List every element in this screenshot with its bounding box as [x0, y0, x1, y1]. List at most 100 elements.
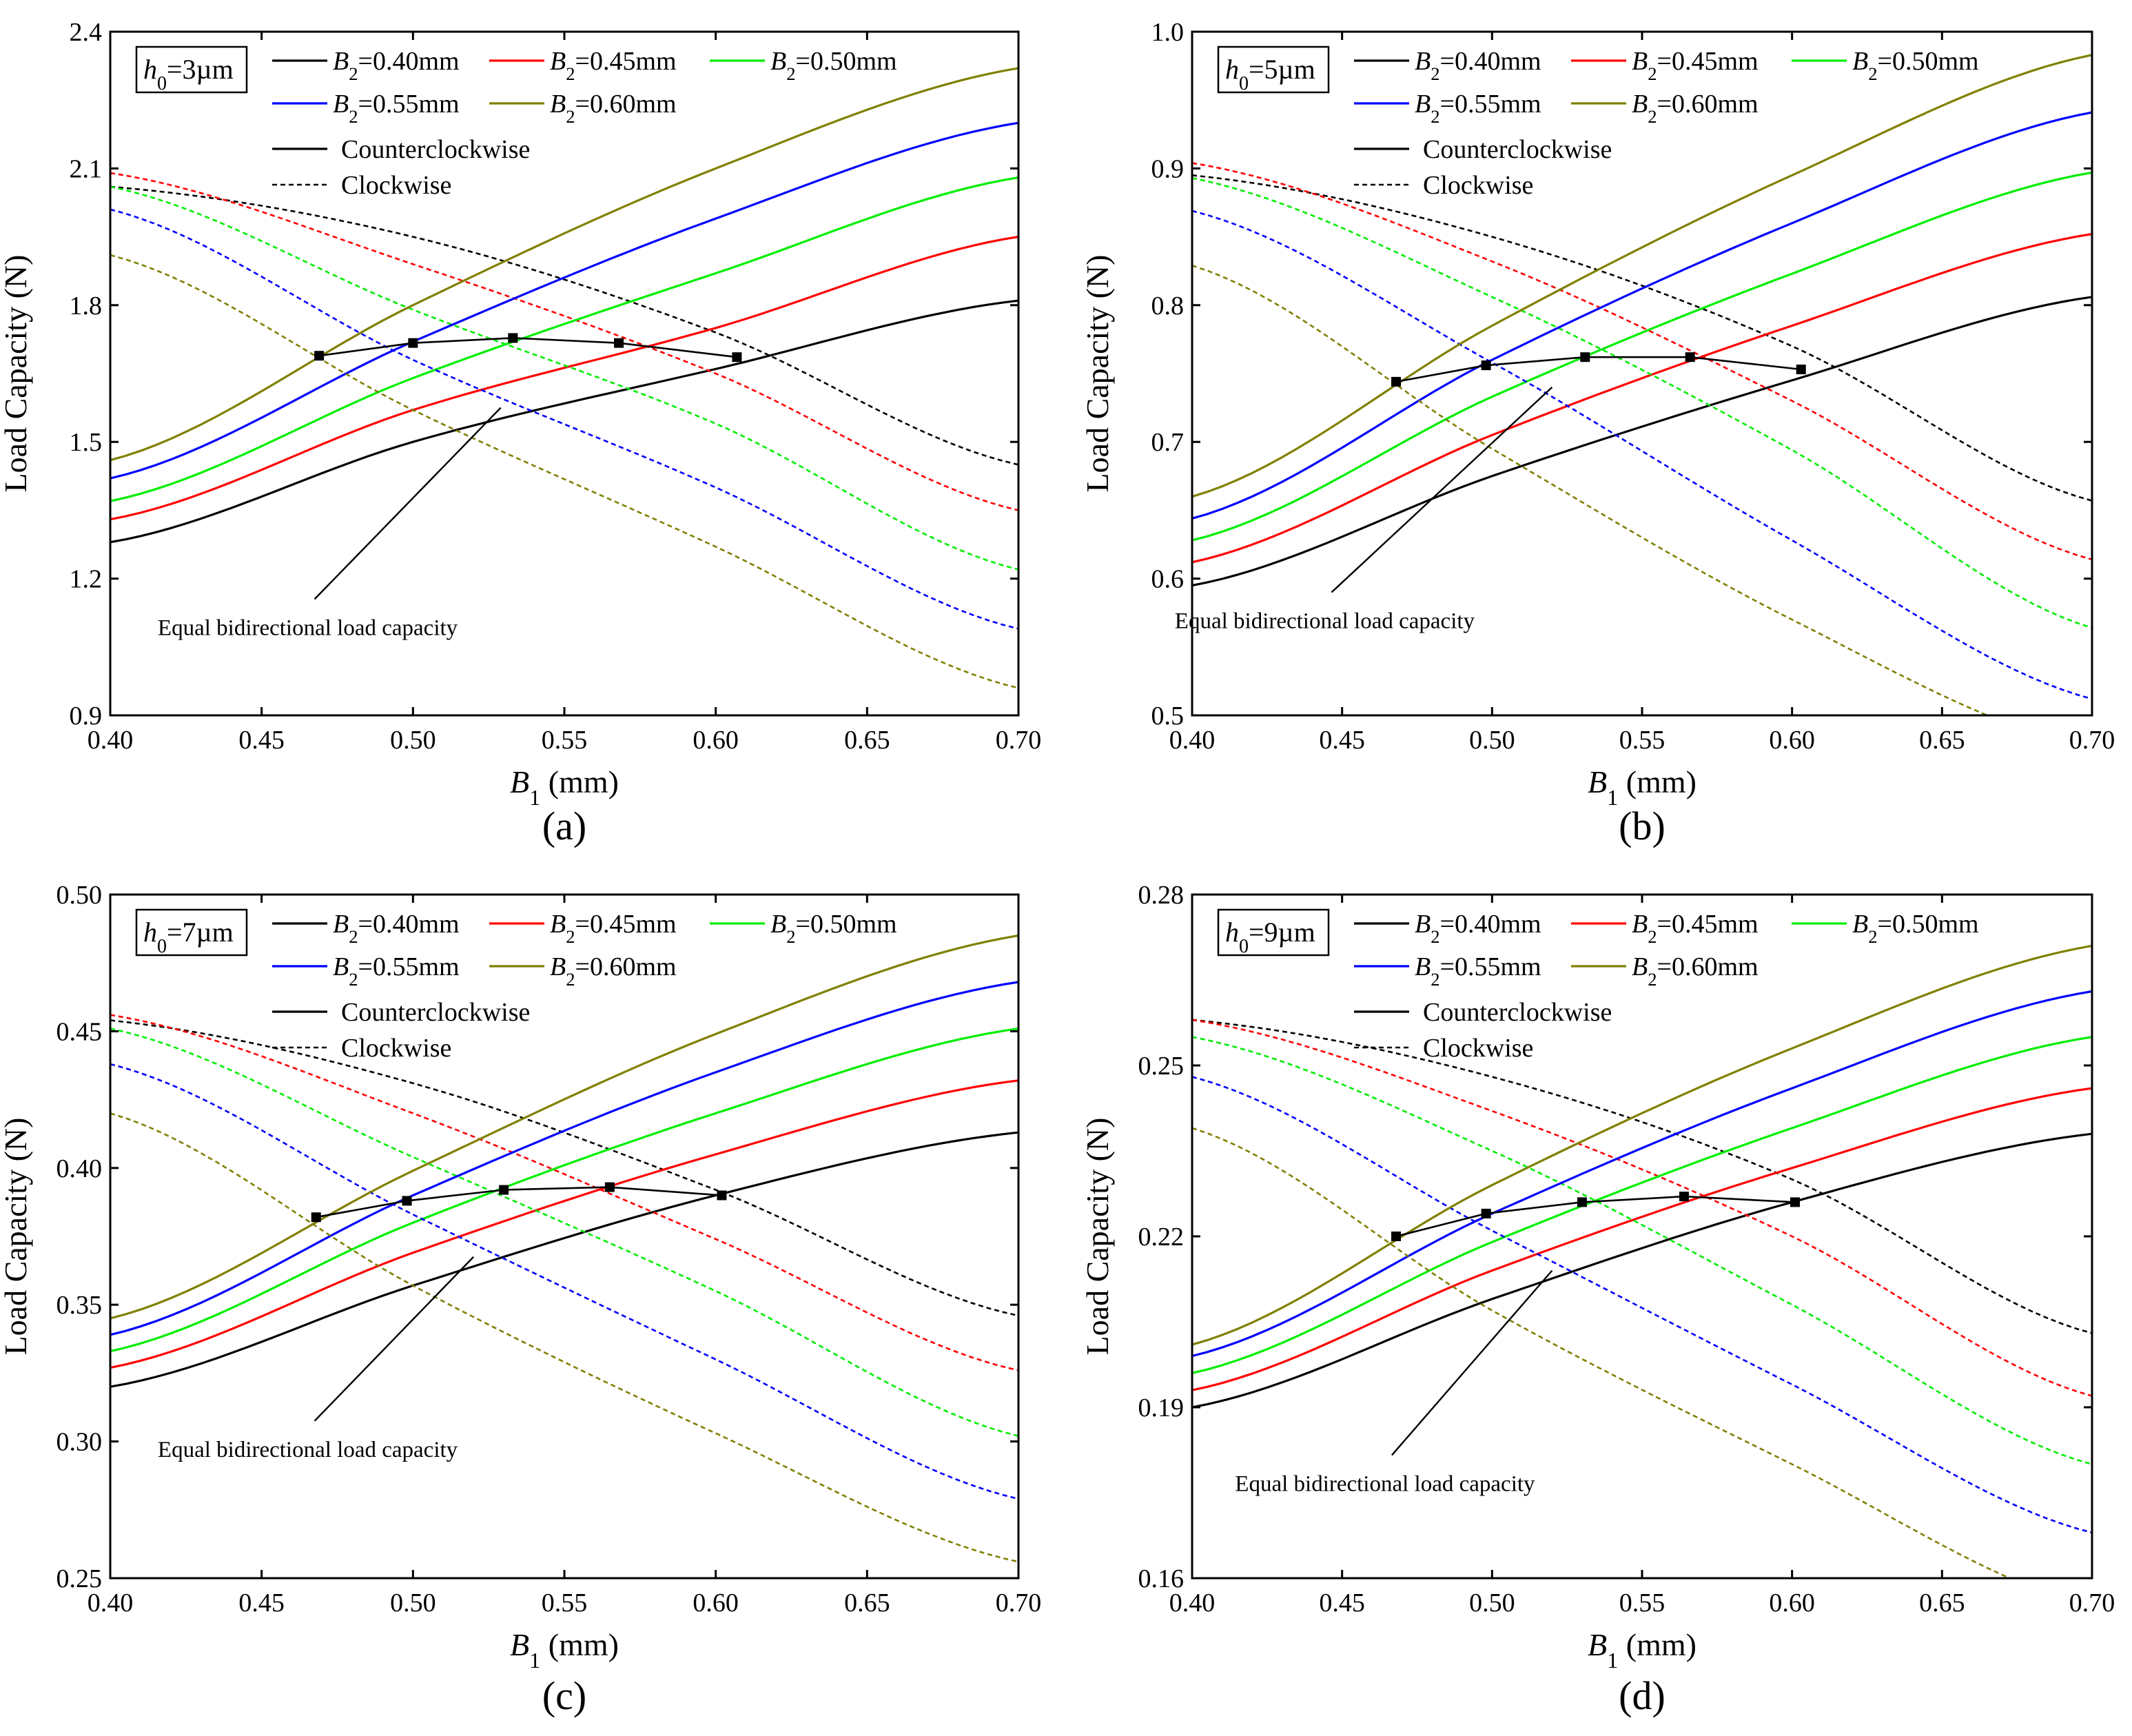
legend-label: B2=0.40mm: [1415, 47, 1541, 84]
legend-label: B2=0.40mm: [333, 47, 460, 84]
legend-label: B2=0.50mm: [770, 47, 897, 84]
legend-label: B2=0.55mm: [333, 952, 460, 990]
y-axis-title: Load Capacity (N): [0, 255, 33, 493]
y-tick-label: 1.2: [70, 565, 103, 594]
series-lines: [1192, 944, 2092, 1578]
annotation-leader: [314, 1256, 475, 1422]
series-line-cw-5: [1192, 1127, 2012, 1578]
legend-label-ccw: Counterclockwise: [341, 998, 530, 1027]
y-axis-title: Load Capacity (N): [1080, 255, 1115, 493]
y-tick-label: 0.25: [1138, 1052, 1185, 1081]
equal-capacity-marker: [508, 333, 518, 343]
series-line-ccw-4: [110, 121, 1018, 480]
panel-label: (d): [1619, 1673, 1665, 1718]
legend-label-cw: Clockwise: [341, 171, 451, 200]
annotation-text: Equal bidirectional load capacity: [158, 615, 458, 640]
y-tick-label: 0.40: [57, 1154, 103, 1183]
x-tick-label: 0.65: [1919, 726, 1965, 755]
y-tick-label: 0.6: [1151, 565, 1185, 594]
legend: B2=0.40mm B2=0.45mm B2=0.50mm B2=0.55mm B2=0…: [1354, 47, 1979, 200]
x-tick-label: 0.45: [1319, 726, 1365, 755]
legend-label: B2=0.55mm: [1415, 952, 1541, 990]
series-line-ccw-2: [1192, 1087, 2092, 1391]
annotation-leader: [1331, 386, 1553, 593]
series-line-cw-4: [110, 1063, 1018, 1500]
annotation-leader: [314, 407, 502, 600]
x-tick-label: 0.50: [1469, 1589, 1515, 1617]
series-line-ccw-1: [110, 299, 1018, 544]
equal-capacity-marker: [717, 1190, 727, 1201]
series-line-ccw-2: [1192, 233, 2092, 564]
equal-capacity-marker: [1685, 352, 1695, 362]
chart-panel-3: 0.40 0.45 0.50 0.55 0.60 0.65 0.70 0.25 0.30 0.35…: [0, 881, 1041, 1718]
series-line-cw-2: [110, 172, 1018, 511]
series-line-ccw-5: [110, 67, 1018, 462]
y-tick-label: 0.30: [57, 1428, 103, 1457]
x-tick-label: 0.65: [1919, 1589, 1965, 1617]
series-line-ccw-1: [1192, 1132, 2092, 1409]
equal-capacity-marker: [614, 338, 624, 348]
series-line-cw-2: [1192, 162, 2092, 561]
y-tick-label: 0.9: [1151, 154, 1185, 183]
x-tick-label: 0.50: [390, 1589, 436, 1617]
legend-label: B2=0.45mm: [1632, 47, 1759, 84]
panel-label: (a): [542, 804, 586, 848]
series-line-cw-1: [1192, 174, 2092, 502]
equal-capacity-marker: [1796, 365, 1806, 375]
x-tick-label: 0.45: [1319, 1589, 1365, 1617]
y-tick-label: 0.22: [1138, 1223, 1185, 1252]
legend-label-cw: Clockwise: [1423, 171, 1533, 200]
series-line-cw-1: [1192, 1019, 2092, 1334]
equal-capacity-line: [318, 337, 737, 358]
x-tick-label: 0.65: [844, 1589, 890, 1617]
equal-capacity-marker: [402, 1196, 412, 1206]
y-tick-label: 2.4: [70, 18, 103, 47]
plot-frame: [109, 893, 1020, 1580]
legend-label-cw: Clockwise: [1423, 1034, 1533, 1063]
legend: B2=0.40mm B2=0.45mm B2=0.50mm B2=0.55mm B2=0…: [272, 47, 897, 200]
y-tick-label: 0.16: [1138, 1564, 1185, 1593]
series-line-cw-2: [110, 1014, 1018, 1371]
x-tick-label: 0.55: [542, 1589, 588, 1617]
legend-label: B2=0.45mm: [550, 910, 677, 947]
series-line-cw-5: [1192, 265, 1990, 715]
y-tick-label: 0.9: [70, 702, 103, 731]
equal-capacity-marker: [1481, 1208, 1491, 1218]
h0-label: h0=9µm: [1225, 917, 1315, 957]
legend-label: B2=0.60mm: [1632, 952, 1759, 990]
y-tick-label: 1.8: [70, 292, 103, 320]
y-tick-label: 2.1: [70, 154, 103, 183]
x-tick-label: 0.50: [390, 726, 436, 755]
legend-label: B2=0.45mm: [1632, 910, 1759, 947]
series-line-ccw-4: [1192, 111, 2092, 520]
x-tick-label: 0.55: [1619, 1589, 1665, 1617]
y-tick-label: 0.8: [1151, 292, 1185, 320]
series-line-cw-4: [1192, 1076, 2092, 1534]
legend-label: B2=0.50mm: [1852, 47, 1979, 84]
equal-capacity-marker: [1790, 1197, 1801, 1207]
legend-label: B2=0.50mm: [770, 910, 897, 947]
x-tick-label: 0.45: [238, 726, 285, 755]
series-line-ccw-1: [110, 1131, 1018, 1388]
h0-label: h0=3µm: [143, 54, 234, 94]
y-tick-label: 0.28: [1138, 881, 1185, 910]
series-line-cw-5: [110, 254, 1018, 689]
x-tick-label: 0.45: [238, 1589, 285, 1617]
series-line-cw-3: [110, 1028, 1018, 1437]
equal-capacity-marker: [1391, 1232, 1402, 1241]
x-tick-label: 0.40: [88, 1589, 134, 1617]
legend-label: B2=0.50mm: [1852, 910, 1979, 947]
h0-box: [135, 45, 248, 94]
h0-box: [1217, 45, 1330, 94]
x-tick-label: 0.40: [88, 726, 134, 755]
series-line-ccw-3: [1192, 171, 2092, 542]
series-line-cw-4: [1192, 210, 2092, 700]
legend: B2=0.40mm B2=0.45mm B2=0.50mm B2=0.55mm B2=0…: [272, 910, 897, 1063]
equal-capacity-marker: [408, 338, 418, 348]
x-tick-label: 0.60: [1769, 1589, 1815, 1617]
series-line-cw-4: [110, 208, 1018, 630]
series-line-cw-5: [110, 1112, 1018, 1563]
series-line-ccw-3: [1192, 1036, 2092, 1374]
equal-capacity-marker: [311, 1212, 321, 1223]
x-tick-label: 0.50: [1469, 726, 1515, 755]
